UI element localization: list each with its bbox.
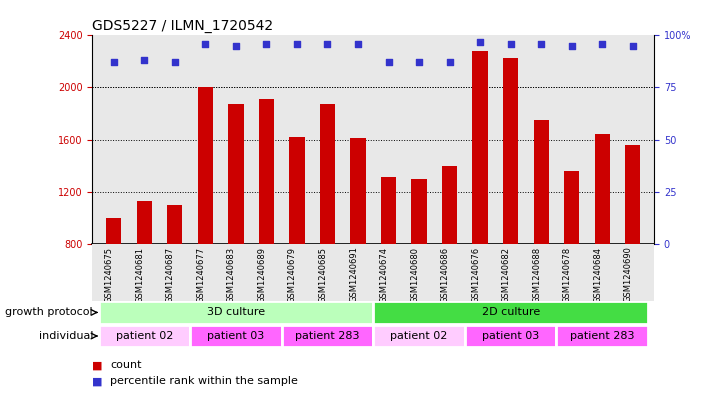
Bar <box>473 51 488 244</box>
Bar <box>533 120 549 244</box>
Bar <box>503 57 518 244</box>
Text: patient 02: patient 02 <box>116 331 173 341</box>
Bar <box>381 177 396 244</box>
Bar <box>625 145 641 244</box>
Text: GSM1240681: GSM1240681 <box>135 246 144 303</box>
Text: GSM1240677: GSM1240677 <box>196 246 205 303</box>
Text: GSM1240687: GSM1240687 <box>166 246 175 303</box>
Bar <box>594 134 610 244</box>
Text: patient 283: patient 283 <box>570 331 634 341</box>
Text: GSM1240675: GSM1240675 <box>105 246 114 303</box>
Point <box>139 57 150 64</box>
Text: percentile rank within the sample: percentile rank within the sample <box>110 376 298 386</box>
Text: GSM1240689: GSM1240689 <box>257 246 267 303</box>
Bar <box>557 325 648 347</box>
Point <box>261 40 272 47</box>
Bar <box>99 301 373 324</box>
Bar <box>465 325 557 347</box>
Bar <box>99 325 190 347</box>
Bar <box>442 165 457 244</box>
Bar <box>167 205 183 244</box>
Text: GSM1240690: GSM1240690 <box>624 246 633 302</box>
Point <box>535 40 547 47</box>
Point <box>353 40 364 47</box>
Bar <box>106 218 122 244</box>
Point <box>505 40 516 47</box>
Text: GSM1240691: GSM1240691 <box>349 246 358 302</box>
Text: patient 03: patient 03 <box>482 331 539 341</box>
Point <box>322 40 333 47</box>
Bar <box>259 99 274 244</box>
Bar <box>282 325 373 347</box>
Point <box>169 59 181 66</box>
Text: patient 02: patient 02 <box>390 331 448 341</box>
Bar <box>228 105 244 244</box>
Text: GSM1240683: GSM1240683 <box>227 246 236 303</box>
Text: GSM1240678: GSM1240678 <box>562 246 572 303</box>
Bar <box>190 325 282 347</box>
Point <box>474 39 486 45</box>
Bar <box>289 137 304 244</box>
Text: GSM1240679: GSM1240679 <box>288 246 297 303</box>
Point <box>566 42 577 49</box>
Point <box>444 59 455 66</box>
Text: GSM1240688: GSM1240688 <box>532 246 541 303</box>
Text: individual: individual <box>38 331 93 341</box>
Point <box>413 59 424 66</box>
Point <box>627 42 638 49</box>
Text: GDS5227 / ILMN_1720542: GDS5227 / ILMN_1720542 <box>92 19 274 33</box>
Text: growth protocol: growth protocol <box>6 307 93 318</box>
Text: GSM1240684: GSM1240684 <box>593 246 602 303</box>
Point <box>597 40 608 47</box>
Bar <box>373 325 465 347</box>
Text: ■: ■ <box>92 376 103 386</box>
Text: GSM1240680: GSM1240680 <box>410 246 419 303</box>
Text: ■: ■ <box>92 360 103 371</box>
Bar <box>198 87 213 244</box>
Text: GSM1240682: GSM1240682 <box>502 246 510 303</box>
Point <box>108 59 119 66</box>
Bar <box>412 178 427 244</box>
Point <box>200 40 211 47</box>
Bar <box>564 171 579 244</box>
Text: patient 283: patient 283 <box>295 331 360 341</box>
Bar <box>351 138 365 244</box>
Text: GSM1240685: GSM1240685 <box>319 246 328 303</box>
Point <box>292 40 303 47</box>
Text: GSM1240674: GSM1240674 <box>380 246 388 303</box>
Point <box>230 42 242 49</box>
Text: 2D culture: 2D culture <box>481 307 540 318</box>
Text: count: count <box>110 360 141 371</box>
Point <box>383 59 394 66</box>
Bar <box>320 105 335 244</box>
Text: GSM1240676: GSM1240676 <box>471 246 480 303</box>
Text: GSM1240686: GSM1240686 <box>441 246 449 303</box>
Text: 3D culture: 3D culture <box>207 307 265 318</box>
Bar <box>373 301 648 324</box>
Text: patient 03: patient 03 <box>208 331 264 341</box>
Bar <box>137 201 152 244</box>
